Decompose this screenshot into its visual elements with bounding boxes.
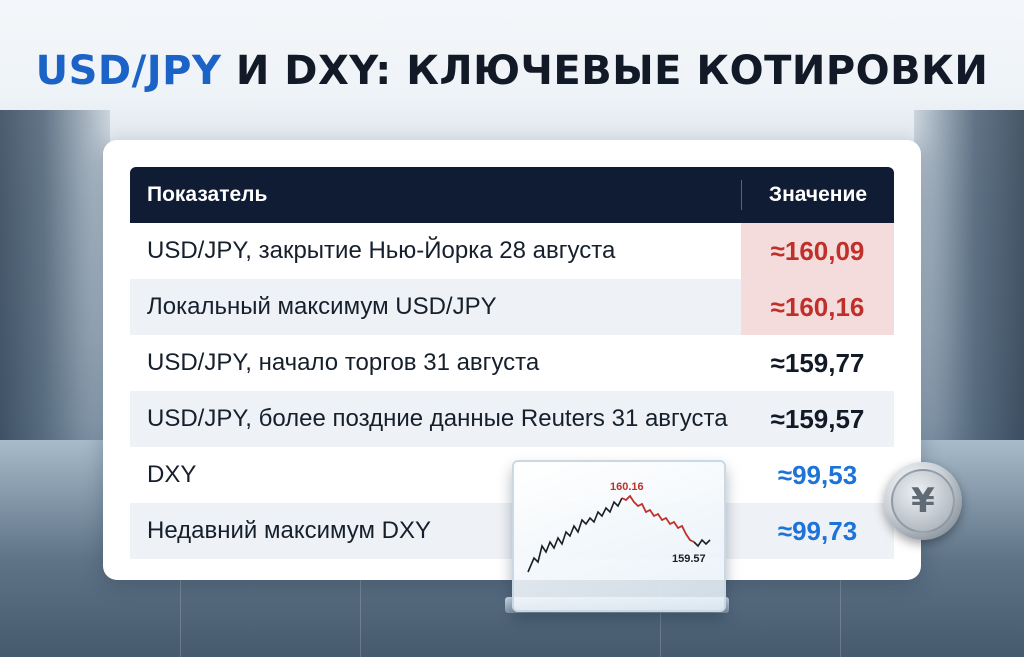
- table-row: DXY ≈99,53: [130, 447, 894, 503]
- yen-symbol: ¥: [891, 469, 955, 533]
- background-building-right: [914, 110, 1024, 440]
- mini-chart-panel: 160.16 159.57: [512, 460, 726, 612]
- header-value: Значение: [768, 183, 868, 206]
- chart-peak-label: 160.16: [610, 481, 644, 493]
- chart-last-label: 159.57: [672, 553, 706, 565]
- title-accent: USD/JPY: [35, 48, 222, 94]
- row-value: ≈160,09: [741, 223, 894, 279]
- quotes-table: Показатель Значение USD/JPY, закрытие Нь…: [130, 167, 894, 559]
- row-label: Недавний максимум DXY: [147, 517, 432, 544]
- row-label: DXY: [147, 461, 197, 488]
- table-row: USD/JPY, закрытие Нью-Йорка 28 августа ≈…: [130, 223, 894, 279]
- row-value: ≈99,73: [777, 515, 858, 546]
- row-value: ≈159,57: [770, 403, 865, 434]
- table-row: USD/JPY, начало торгов 31 августа ≈159,7…: [130, 335, 894, 391]
- quotes-card: Показатель Значение USD/JPY, закрытие Нь…: [103, 140, 921, 580]
- title-rest: И DXY: КЛЮЧЕВЫЕ КОТИРОВКИ: [221, 48, 989, 94]
- row-label: USD/JPY, закрытие Нью-Йорка 28 августа: [147, 237, 616, 264]
- background-building-left: [0, 110, 110, 440]
- page-title: USD/JPY И DXY: КЛЮЧЕВЫЕ КОТИРОВКИ: [0, 48, 1024, 94]
- line-chart-icon: 160.16 159.57: [527, 481, 711, 573]
- header-indicator: Показатель: [147, 183, 268, 206]
- table-row: USD/JPY, более поздние данные Reuters 31…: [130, 391, 894, 447]
- row-value: ≈160,16: [741, 279, 894, 335]
- row-value: ≈159,77: [770, 347, 865, 378]
- table-header: Показатель Значение: [130, 167, 894, 223]
- row-label: Локальный максимум USD/JPY: [147, 293, 497, 320]
- row-label: USD/JPY, начало торгов 31 августа: [147, 349, 540, 376]
- table-row: Локальный максимум USD/JPY ≈160,16: [130, 279, 894, 335]
- row-label: USD/JPY, более поздние данные Reuters 31…: [147, 405, 728, 432]
- yen-coin-icon: ¥: [884, 462, 962, 540]
- row-value: ≈99,53: [777, 459, 858, 490]
- header-separator: [741, 180, 742, 210]
